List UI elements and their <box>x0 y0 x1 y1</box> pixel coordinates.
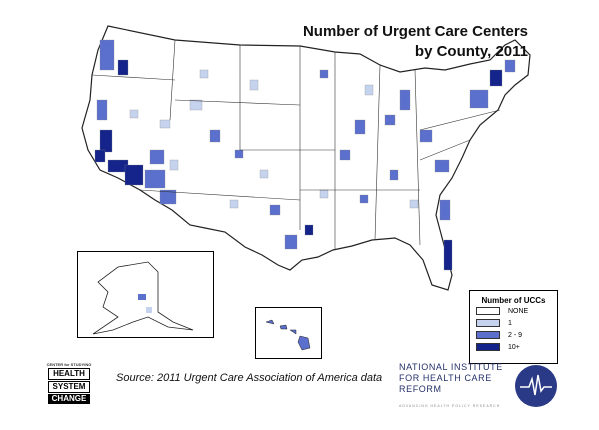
source-text: Source: 2011 Urgent Care Association of … <box>116 372 383 384</box>
county-shade <box>159 189 177 205</box>
county-blocks <box>94 39 516 271</box>
legend-label: 2 - 9 <box>508 331 523 339</box>
legend-title: Number of UCCs <box>481 296 546 305</box>
county-shade <box>409 199 419 209</box>
county-shade <box>319 69 329 79</box>
county-shade <box>434 159 450 173</box>
legend-label: 1 <box>508 319 512 327</box>
hsc-logo-change: CHANGE <box>48 394 90 404</box>
map-title-line2: by County, 2011 <box>414 43 528 60</box>
county-shade <box>284 234 298 250</box>
legend-item: 1 <box>476 317 557 329</box>
legend: Number of UCCs NONE 1 2 - 9 10+ <box>469 290 558 364</box>
legend-swatch <box>476 307 500 315</box>
county-shade <box>209 129 221 143</box>
county-shade <box>389 169 399 181</box>
nihcr-logo-text: NATIONAL INSTITUTE FOR HEALTH CARE REFOR… <box>399 362 514 412</box>
county-shade <box>304 224 314 236</box>
county-shade <box>99 129 113 153</box>
county-shade <box>96 99 108 121</box>
county-shade <box>469 89 489 109</box>
legend-swatch <box>476 319 500 327</box>
hsc-logo-top: CENTER for STUDYING <box>46 362 92 367</box>
nihcr-line3: ADVANCING HEALTH POLICY RESEARCH <box>399 404 501 408</box>
county-shade <box>99 39 115 71</box>
county-shade <box>269 204 281 216</box>
county-shade <box>504 59 516 73</box>
county-shade <box>419 129 433 143</box>
county-shade <box>489 69 503 87</box>
hsc-logo-system: SYSTEM <box>48 381 90 393</box>
county-shade <box>189 99 203 111</box>
county-shade <box>94 149 106 163</box>
hsc-logo: CENTER for STUDYING HEALTH SYSTEM CHANGE <box>44 362 94 404</box>
nihcr-line2: FOR HEALTH CARE REFORM <box>399 373 492 394</box>
county-shade <box>364 84 374 96</box>
county-shade <box>259 169 269 179</box>
legend-swatch <box>476 331 500 339</box>
county-shade <box>159 119 171 129</box>
legend-label: NONE <box>508 307 529 315</box>
county-shade <box>399 89 411 111</box>
county-shade <box>384 114 396 126</box>
county-shade <box>443 239 453 271</box>
county-shade <box>144 169 166 189</box>
nihcr-line1: NATIONAL INSTITUTE <box>399 362 503 372</box>
county-shade <box>319 189 329 199</box>
county-shade <box>234 149 244 159</box>
map-title: Number of Urgent Care Centers by County,… <box>300 22 528 62</box>
hawaii-map <box>265 319 311 351</box>
county-shade <box>117 59 129 76</box>
nihcr-logo-icon <box>515 365 557 407</box>
hawaii-inset <box>255 307 322 359</box>
county-shade <box>354 119 366 135</box>
state-borders <box>91 39 501 250</box>
hsc-logo-health: HEALTH <box>48 368 90 380</box>
legend-label: 10+ <box>508 343 520 351</box>
legend-item: 2 - 9 <box>476 329 557 341</box>
county-shade <box>129 109 139 119</box>
alaska-inset <box>77 251 214 338</box>
contiguous-us-outline <box>81 25 531 291</box>
county-shade <box>249 79 259 91</box>
county-shade <box>149 149 165 165</box>
county-shade <box>229 199 239 209</box>
county-shade <box>439 199 451 221</box>
county-shade <box>124 164 144 186</box>
map-title-line1: Number of Urgent Care Centers <box>302 23 528 40</box>
legend-swatch <box>476 343 500 351</box>
county-shade <box>359 194 369 204</box>
legend-item: 10+ <box>476 341 557 353</box>
alaska-map <box>92 261 194 335</box>
county-shade <box>169 159 179 171</box>
county-shade <box>339 149 351 161</box>
legend-item: NONE <box>476 305 557 317</box>
county-shade <box>199 69 209 79</box>
